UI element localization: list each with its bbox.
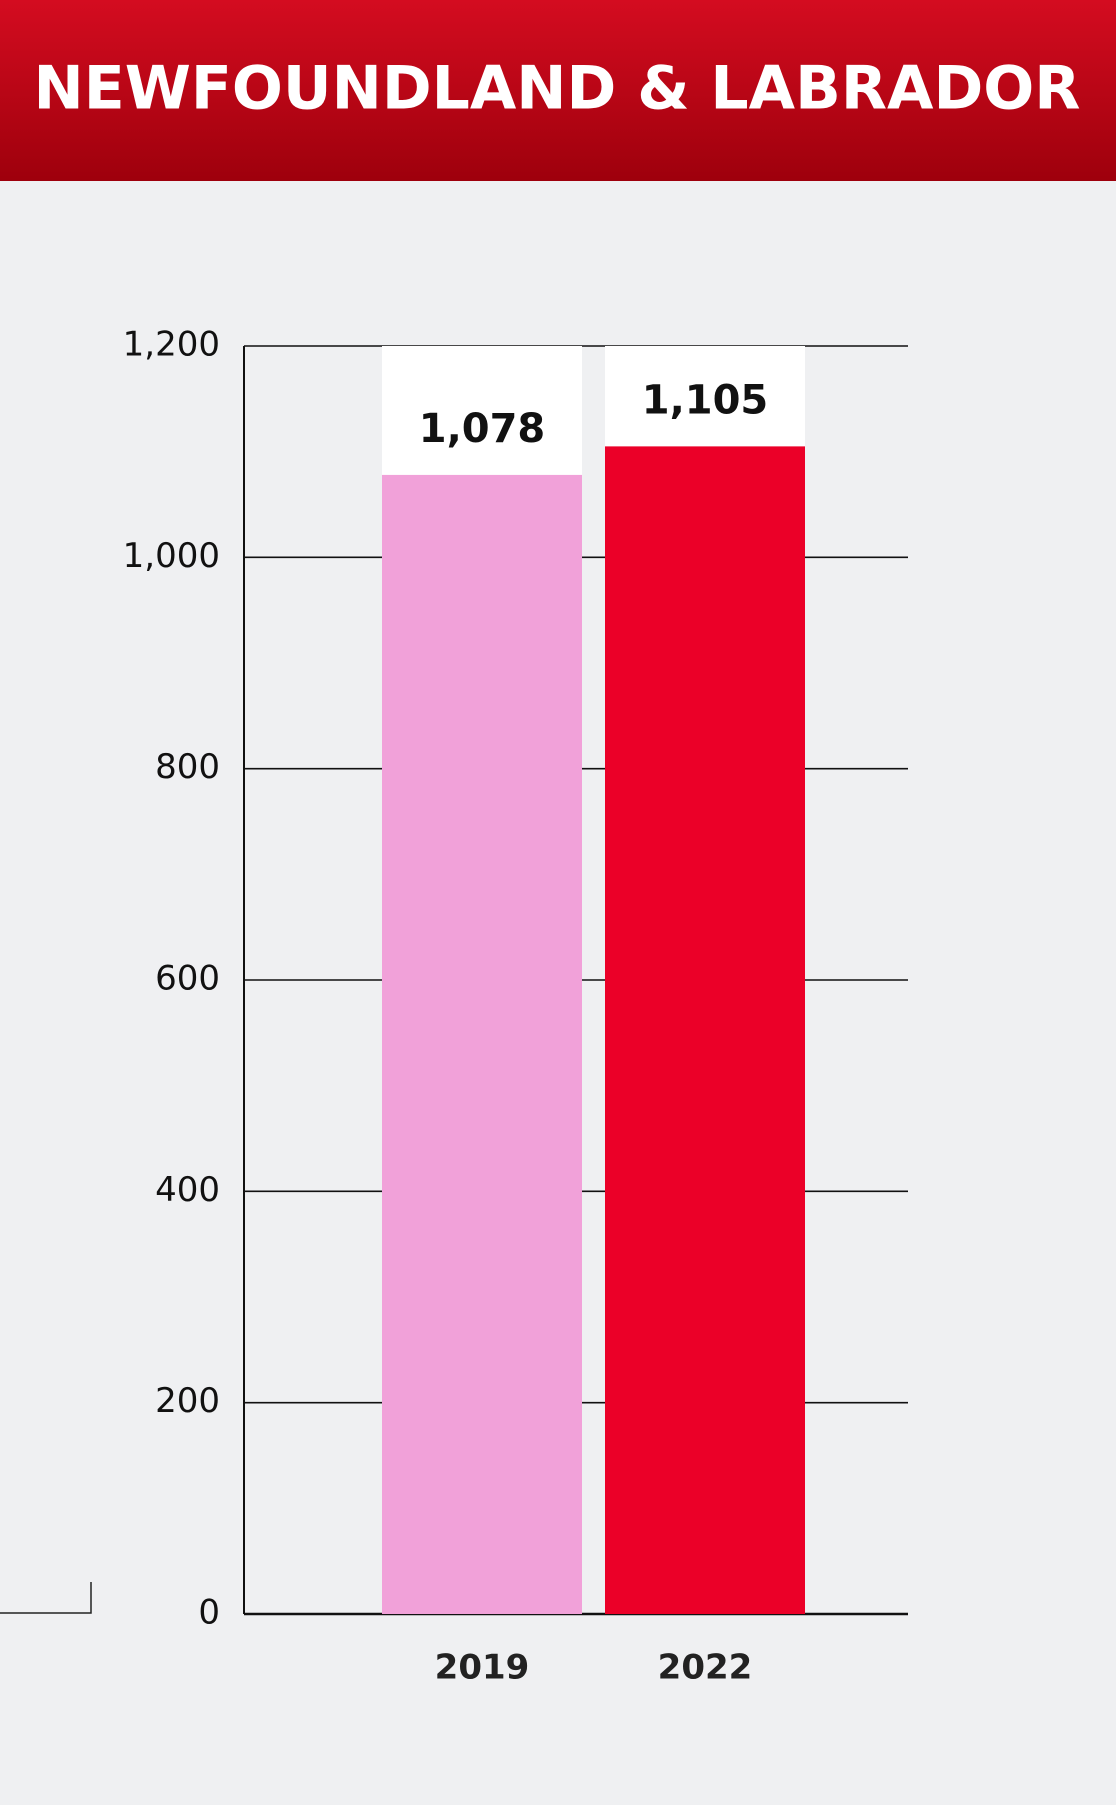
y-tick-label: 200 [155,1381,220,1421]
y-tick-label: 0 [198,1593,220,1633]
chart-title: NEWFOUNDLAND & LABRADOR [34,54,1081,124]
bar [382,474,582,1614]
corner-mark [0,1582,92,1614]
y-tick-label: 600 [155,959,220,999]
x-tick-label: 2022 [658,1648,753,1688]
value-label: 1,078 [419,406,546,452]
y-tick-label: 1,000 [123,536,220,576]
bar [605,446,805,1615]
y-tick-label: 800 [155,747,220,787]
y-tick-label: 1,200 [123,325,220,365]
y-tick-label: 400 [155,1170,220,1210]
header-band [0,0,1116,181]
value-label: 1,105 [642,377,769,423]
x-tick-label: 2019 [435,1648,530,1688]
